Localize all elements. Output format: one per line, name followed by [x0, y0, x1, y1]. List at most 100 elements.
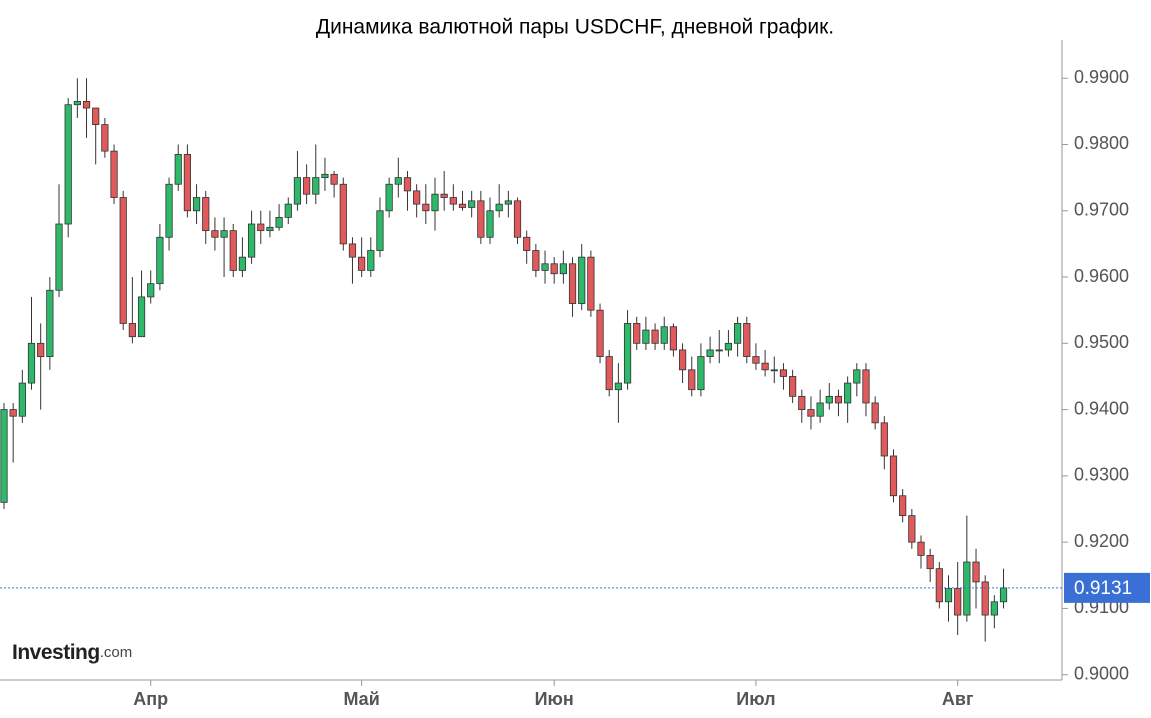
candle-body	[926, 554, 934, 570]
candle-body	[504, 200, 512, 205]
candle-body	[275, 216, 283, 228]
candle-body	[798, 395, 806, 410]
candle-body	[312, 177, 320, 195]
candle-body	[303, 177, 311, 195]
candle-body	[440, 193, 448, 198]
candle-body	[27, 342, 36, 384]
candle-body	[614, 382, 622, 391]
candle-body	[834, 395, 843, 404]
candle-body	[578, 256, 586, 304]
candle-body	[211, 230, 219, 238]
candle-body	[550, 263, 558, 275]
candle-body	[183, 154, 191, 212]
candle-body	[458, 203, 467, 208]
candle-body	[367, 250, 375, 271]
candle-body	[468, 200, 476, 208]
candle-body	[908, 515, 916, 543]
candle-body	[789, 376, 797, 397]
x-tick-label: Июл	[736, 689, 775, 709]
candle-body	[37, 342, 45, 357]
current-price-label: 0.9131	[1074, 578, 1132, 599]
y-tick-label: 0.9200	[1074, 531, 1129, 551]
candle-body	[559, 263, 567, 275]
plot-area	[0, 78, 1008, 642]
candle-body	[110, 150, 118, 198]
candle-body	[697, 356, 705, 391]
candle-body	[82, 101, 91, 109]
candle-body	[495, 203, 503, 212]
candle-body	[229, 230, 237, 271]
chart-title: Динамика валютной пары USDCHF, дневной г…	[316, 16, 834, 39]
candle-body	[990, 601, 998, 616]
candle-body	[999, 587, 1008, 603]
candle-body	[981, 581, 989, 616]
candle-body	[119, 197, 127, 324]
candle-body	[633, 323, 641, 344]
candle-body	[403, 177, 412, 192]
y-tick-label: 0.9700	[1074, 200, 1129, 220]
candle-body	[486, 210, 494, 238]
candle-body	[55, 223, 63, 291]
candle-body	[660, 326, 668, 344]
candle-body	[192, 197, 201, 212]
y-tick-label: 0.9900	[1074, 67, 1129, 87]
candle-body	[477, 200, 485, 238]
candle-body	[321, 173, 329, 179]
candle-body	[743, 323, 751, 357]
candle-body	[147, 283, 155, 298]
logo-suffix: .com	[100, 644, 133, 661]
candle-body	[734, 323, 742, 344]
logo-brand: Investing	[12, 641, 100, 664]
candle-body	[678, 349, 687, 371]
candle-body	[816, 402, 824, 417]
candle-body	[422, 203, 430, 212]
candle-body	[935, 568, 943, 603]
candle-body	[18, 382, 26, 417]
candle-body	[752, 356, 760, 364]
candle-body	[587, 256, 595, 311]
logo: Investing.com	[12, 641, 132, 664]
candle-body	[972, 561, 980, 583]
candle-body	[954, 588, 962, 616]
candle-body	[853, 369, 861, 384]
candle-body	[137, 296, 146, 338]
candle-body	[880, 422, 888, 457]
candle-body	[825, 395, 833, 404]
x-tick-label: Июн	[535, 689, 574, 709]
candle-body	[642, 329, 650, 344]
candle-body	[46, 289, 54, 357]
y-tick-label: 0.9600	[1074, 266, 1129, 286]
y-tick-label: 0.9800	[1074, 133, 1129, 153]
candle-body	[770, 369, 778, 372]
candle-body	[174, 154, 182, 185]
candle-body	[715, 349, 723, 352]
candle-body	[761, 362, 769, 371]
candle-body	[101, 124, 109, 152]
candle-body	[257, 223, 265, 232]
candle-body	[568, 263, 577, 304]
y-tick-label: 0.9000	[1074, 663, 1129, 683]
candle-body	[724, 342, 733, 351]
candle-body	[413, 190, 421, 205]
candle-body	[284, 203, 292, 218]
candle-body	[669, 326, 678, 351]
y-tick-label: 0.9500	[1074, 332, 1129, 352]
x-tick-label: Авг	[942, 689, 974, 709]
candle-body	[376, 210, 384, 251]
candle-body	[596, 309, 604, 357]
candle-body	[64, 104, 72, 225]
candle-body	[247, 223, 256, 258]
candle-body	[899, 495, 907, 517]
candle-body	[541, 263, 549, 271]
x-tick-label: Апр	[133, 689, 168, 709]
candle-body	[92, 107, 100, 126]
x-tick-label: Май	[343, 689, 379, 709]
candle-body	[358, 256, 366, 271]
candle-body	[688, 369, 696, 391]
y-tick-label: 0.9300	[1074, 465, 1129, 485]
candle-body	[156, 236, 164, 285]
candle-body	[917, 541, 925, 556]
candle-body	[513, 200, 522, 238]
